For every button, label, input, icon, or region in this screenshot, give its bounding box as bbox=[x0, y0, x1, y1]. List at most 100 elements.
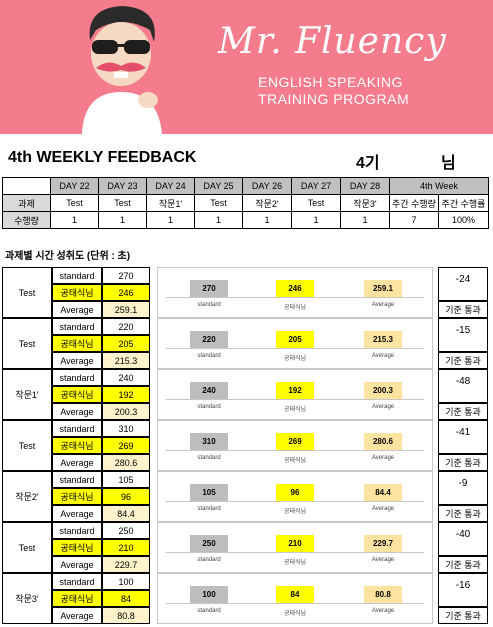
header-day: DAY 24 bbox=[146, 177, 195, 195]
task-name: Test bbox=[2, 318, 52, 369]
weekly-count-value: 7 bbox=[389, 211, 439, 229]
standard-value: 100 bbox=[102, 573, 150, 590]
header-blank-cell bbox=[2, 177, 51, 195]
standard-row: standard 310 bbox=[52, 420, 150, 437]
task-cell: Test bbox=[50, 194, 99, 212]
row-label: 수행량 bbox=[2, 211, 51, 229]
standard-value: 310 bbox=[102, 420, 150, 437]
comparison-chart: 240 192 200.3 standard 공태식님 Average bbox=[157, 369, 433, 420]
weekly-task-row: 과제 Test Test 작문1' Test 작문2' Test 작문3' 주간… bbox=[2, 194, 490, 212]
bar-user: 96 bbox=[276, 484, 314, 501]
brand-tagline: ENGLISH SPEAKING TRAINING PROGRAM bbox=[258, 74, 478, 108]
user-row: 공태식님 210 bbox=[52, 539, 150, 556]
average-value: 200.3 bbox=[102, 403, 150, 420]
average-value: 229.7 bbox=[102, 556, 150, 573]
bar-user: 246 bbox=[276, 280, 314, 297]
bar-user: 84 bbox=[276, 586, 314, 603]
user-value: 84 bbox=[102, 590, 150, 607]
name-suffix: 님 bbox=[441, 155, 456, 172]
user-value: 210 bbox=[102, 539, 150, 556]
bar-standard: 250 bbox=[190, 535, 228, 552]
weekly-count-row: 수행량 1 1 1 1 1 1 1 7 100% bbox=[2, 211, 490, 229]
standard-value: 250 bbox=[102, 522, 150, 539]
standard-row: standard 105 bbox=[52, 471, 150, 488]
count-cell: 1 bbox=[194, 211, 243, 229]
average-row: Average 259.1 bbox=[52, 301, 150, 318]
standard-value: 270 bbox=[102, 267, 150, 284]
task-block: Test standard 250 공태식님 210 Average 229.7 250 210… bbox=[2, 522, 488, 573]
weekly-rate-value: 100% bbox=[437, 211, 490, 229]
header-day: DAY 25 bbox=[194, 177, 243, 195]
task-name: 작문2' bbox=[2, 471, 52, 522]
header-day: DAY 28 bbox=[340, 177, 390, 195]
task-name: 작문3' bbox=[2, 573, 52, 624]
bar-label-standard: standard bbox=[197, 506, 221, 512]
chart-axis bbox=[166, 297, 424, 298]
standard-label: standard bbox=[52, 471, 102, 488]
bar-label-standard: standard bbox=[197, 302, 221, 308]
task-cell: 작문3' bbox=[340, 194, 390, 212]
chart-axis bbox=[166, 399, 424, 400]
user-row: 공태식님 84 bbox=[52, 590, 150, 607]
time-difference: -9 bbox=[438, 471, 488, 505]
task-block: Test standard 220 공태식님 205 Average 215.3 220 205… bbox=[2, 318, 488, 369]
pass-status: 기준 통과 bbox=[438, 505, 488, 522]
task-name: 작문1' bbox=[2, 369, 52, 420]
standard-label: standard bbox=[52, 522, 102, 539]
user-label: 공태식님 bbox=[52, 335, 102, 352]
pass-status: 기준 통과 bbox=[438, 454, 488, 471]
user-value: 205 bbox=[102, 335, 150, 352]
average-row: Average 200.3 bbox=[52, 403, 150, 420]
average-row: Average 229.7 bbox=[52, 556, 150, 573]
bar-label-user: 공태식님 bbox=[283, 356, 307, 362]
section-label: 과제별 시간 성취도 (단위 : 초) bbox=[5, 251, 131, 262]
user-label: 공태식님 bbox=[52, 539, 102, 556]
chart-axis bbox=[166, 450, 424, 451]
time-difference: -16 bbox=[438, 573, 488, 607]
bar-average: 229.7 bbox=[364, 535, 402, 552]
weekly-rate-header: 주간 수행률 bbox=[437, 194, 490, 212]
count-cell: 1 bbox=[291, 211, 341, 229]
user-value: 269 bbox=[102, 437, 150, 454]
average-label: Average bbox=[52, 403, 102, 420]
bar-label-user: 공태식님 bbox=[283, 611, 307, 617]
comparison-chart: 310 269 280.6 standard 공태식님 Average bbox=[157, 420, 433, 471]
header-day: DAY 26 bbox=[242, 177, 292, 195]
bar-user: 192 bbox=[276, 382, 314, 399]
user-label: 공태식님 bbox=[52, 284, 102, 301]
task-cell: 작문1' bbox=[146, 194, 195, 212]
average-label: Average bbox=[52, 607, 102, 624]
weekly-summary-table: DAY 22 DAY 23 DAY 24 DAY 25 DAY 26 DAY 2… bbox=[2, 177, 490, 229]
average-label: Average bbox=[52, 505, 102, 522]
bar-user: 205 bbox=[276, 331, 314, 348]
comparison-chart: 105 96 84.4 standard 공태식님 Average bbox=[157, 471, 433, 522]
chart-axis bbox=[166, 603, 424, 604]
standard-row: standard 100 bbox=[52, 573, 150, 590]
bar-label-standard: standard bbox=[197, 353, 221, 359]
standard-value: 220 bbox=[102, 318, 150, 335]
average-row: Average 280.6 bbox=[52, 454, 150, 471]
standard-row: standard 250 bbox=[52, 522, 150, 539]
task-block: 작문3' standard 100 공태식님 84 Average 80.8 100 84 80.… bbox=[2, 573, 488, 624]
brand-tagline-line2: TRAINING PROGRAM bbox=[258, 91, 410, 107]
user-label: 공태식님 bbox=[52, 488, 102, 505]
time-difference: -41 bbox=[438, 420, 488, 454]
comparison-chart: 100 84 80.8 standard 공태식님 Average bbox=[157, 573, 433, 624]
header-week: 4th Week bbox=[388, 177, 490, 195]
task-block: Test standard 270 공태식님 246 Average 259.1 270 246… bbox=[2, 267, 488, 318]
count-cell: 1 bbox=[98, 211, 147, 229]
bar-label-average: Average bbox=[371, 404, 395, 410]
bar-label-user: 공태식님 bbox=[283, 560, 307, 566]
bar-standard: 310 bbox=[190, 433, 228, 450]
time-difference: -48 bbox=[438, 369, 488, 403]
standard-row: standard 220 bbox=[52, 318, 150, 335]
task-block: Test standard 310 공태식님 269 Average 280.6 310 269… bbox=[2, 420, 488, 471]
comparison-chart: 250 210 229.7 standard 공태식님 Average bbox=[157, 522, 433, 573]
count-cell: 1 bbox=[50, 211, 99, 229]
bar-label-average: Average bbox=[371, 455, 395, 461]
mascot-illustration bbox=[82, 6, 162, 134]
row-label: 과제 bbox=[2, 194, 51, 212]
user-value: 192 bbox=[102, 386, 150, 403]
pass-status: 기준 통과 bbox=[438, 301, 488, 318]
comparison-chart: 220 205 215.3 standard 공태식님 Average bbox=[157, 318, 433, 369]
